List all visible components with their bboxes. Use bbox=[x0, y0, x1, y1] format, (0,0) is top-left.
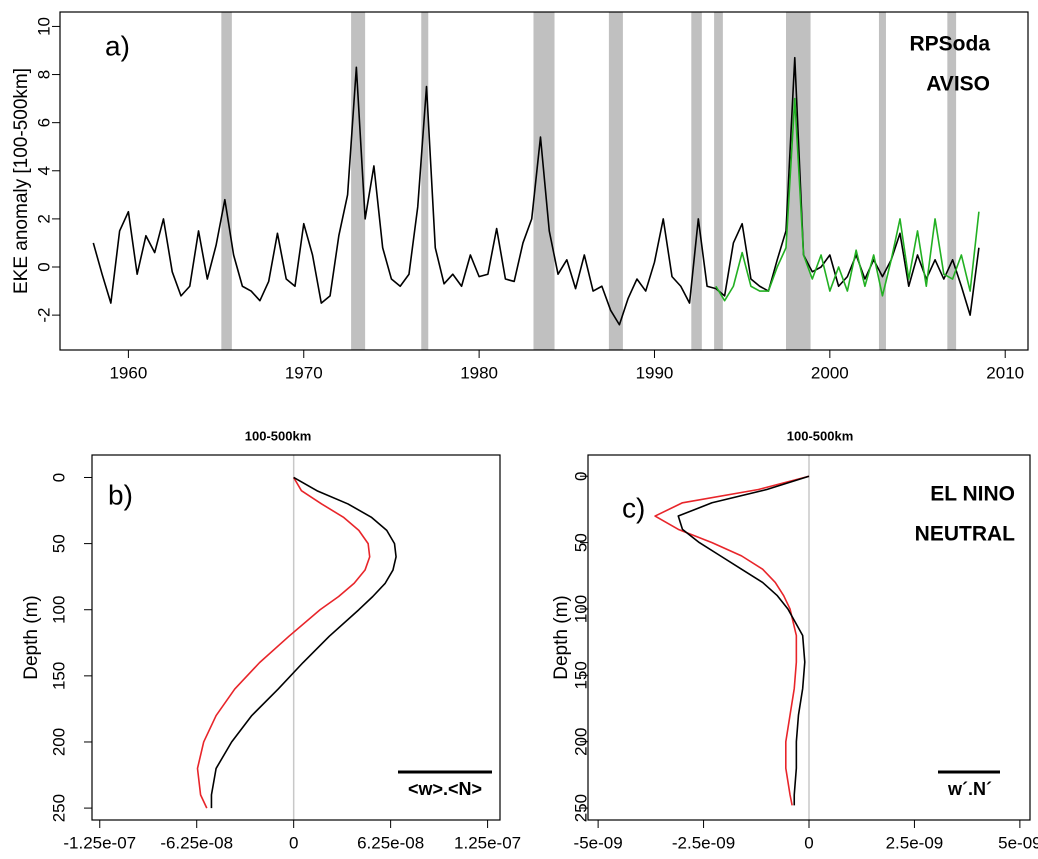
y-tick-label: 0 bbox=[49, 473, 68, 482]
annotation: w´.N´ bbox=[947, 779, 992, 799]
panel-label: c) bbox=[622, 492, 645, 523]
y-tick-label: -2 bbox=[34, 308, 53, 323]
series-line bbox=[196, 477, 371, 809]
x-tick-label: 0 bbox=[289, 833, 298, 852]
y-axis-label: Depth (m) bbox=[551, 595, 572, 679]
y-tick-label: 6 bbox=[34, 118, 53, 127]
y-tick-label: 150 bbox=[49, 662, 68, 690]
x-tick-label: 2.5e-09 bbox=[886, 833, 944, 852]
series-line bbox=[677, 475, 810, 806]
x-tick-label: 1.25e-07 bbox=[454, 833, 521, 852]
x-tick-label: -2.5e-09 bbox=[672, 833, 735, 852]
y-tick-label: 4 bbox=[34, 166, 53, 175]
x-tick-label: 2000 bbox=[811, 363, 849, 382]
x-tick-label: -5e-09 bbox=[574, 833, 623, 852]
y-tick-label: 100 bbox=[49, 596, 68, 624]
legend-entry: AVISO bbox=[926, 73, 990, 96]
x-tick-label: -6.25e-08 bbox=[160, 833, 233, 852]
x-tick-label: 1980 bbox=[460, 363, 498, 382]
panel-label: b) bbox=[108, 479, 133, 510]
y-tick-label: 8 bbox=[34, 70, 53, 79]
y-tick-label: 10 bbox=[34, 17, 53, 36]
x-tick-label: 5e-09 bbox=[998, 833, 1038, 852]
x-tick-label: 1960 bbox=[109, 363, 147, 382]
shaded-period bbox=[878, 12, 886, 350]
x-tick-label: 2010 bbox=[986, 363, 1024, 382]
y-tick-label: 250 bbox=[49, 794, 68, 822]
y-tick-label: 2 bbox=[34, 214, 53, 223]
shaded-period bbox=[947, 12, 957, 350]
y-axis-label: EKE anomaly [100-500km] bbox=[11, 68, 32, 294]
annotation: <w>.<N> bbox=[408, 779, 482, 799]
y-tick-label: 0 bbox=[571, 472, 590, 481]
plot-frame bbox=[59, 11, 1029, 351]
x-tick-label: -1.25e-07 bbox=[63, 833, 136, 852]
x-tick-label: 6.25e-08 bbox=[357, 833, 424, 852]
y-tick-label: 50 bbox=[49, 534, 68, 553]
y-tick-label: 250 bbox=[571, 794, 590, 822]
series-line bbox=[654, 475, 810, 806]
x-tick-label: 1970 bbox=[285, 363, 323, 382]
y-tick-label: 0 bbox=[34, 262, 53, 271]
legend-entry: RPSoda bbox=[909, 33, 990, 56]
shaded-period bbox=[221, 12, 232, 350]
y-tick-label: 100 bbox=[571, 595, 590, 623]
series-line bbox=[715, 97, 980, 302]
shaded-period bbox=[608, 12, 623, 350]
panel-title: 100-500km bbox=[245, 428, 312, 443]
shaded-period bbox=[421, 12, 429, 350]
legend-entry: NEUTRAL bbox=[915, 523, 1015, 546]
x-tick-label: 1990 bbox=[636, 363, 674, 382]
legend-entry: EL NINO bbox=[930, 483, 1015, 506]
panel-title: 100-500km bbox=[787, 428, 854, 443]
shaded-period bbox=[714, 12, 723, 350]
y-tick-label: 150 bbox=[571, 661, 590, 689]
series-line bbox=[92, 56, 980, 326]
panel-label: a) bbox=[105, 30, 130, 61]
y-tick-label: 200 bbox=[571, 728, 590, 756]
series-line bbox=[210, 476, 397, 809]
y-tick-label: 200 bbox=[49, 728, 68, 756]
y-axis-label: Depth (m) bbox=[21, 595, 42, 679]
plot-frame bbox=[91, 454, 501, 821]
y-tick-label: 50 bbox=[571, 533, 590, 552]
shaded-period bbox=[691, 12, 702, 350]
x-tick-label: 0 bbox=[804, 833, 813, 852]
